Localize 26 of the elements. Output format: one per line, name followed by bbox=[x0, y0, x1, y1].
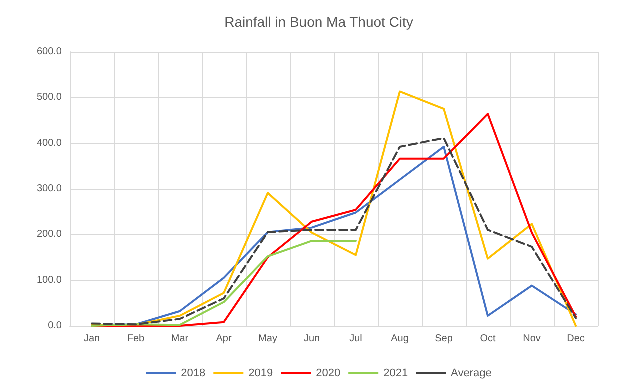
y-tick-label: 100.0 bbox=[36, 274, 62, 286]
x-tick-label: Oct bbox=[480, 334, 496, 344]
x-tick-label: Jul bbox=[350, 334, 362, 344]
y-tick-label: 600.0 bbox=[36, 46, 62, 58]
x-tick-label: Aug bbox=[391, 334, 409, 344]
x-tick-label: Dec bbox=[567, 334, 585, 344]
y-tick-label: 400.0 bbox=[36, 138, 62, 149]
x-tick-label: Nov bbox=[523, 334, 541, 344]
x-tick-label: Feb bbox=[127, 334, 146, 344]
legend-label: 2019 bbox=[248, 368, 274, 380]
legend-label: Average bbox=[451, 368, 492, 380]
y-tick-label: 0.0 bbox=[48, 320, 62, 332]
legend-label: 2018 bbox=[181, 368, 206, 380]
legend-label: 2021 bbox=[384, 368, 408, 380]
y-tick-label: 500.0 bbox=[36, 92, 62, 104]
x-tick-label: Sep bbox=[435, 334, 454, 344]
y-tick-label: 200.0 bbox=[36, 229, 62, 240]
line-series bbox=[91, 240, 357, 327]
x-tick-label: Jan bbox=[84, 334, 100, 344]
y-tick-label: 300.0 bbox=[36, 184, 62, 194]
legend-label: 2020 bbox=[316, 368, 341, 380]
x-tick-label: Mar bbox=[171, 334, 190, 344]
x-tick-label: Jun bbox=[304, 334, 320, 344]
chart-title: Rainfall in Buon Ma Thuot City bbox=[224, 14, 414, 30]
x-tick-label: May bbox=[258, 334, 278, 344]
x-tick-label: Apr bbox=[216, 334, 232, 344]
